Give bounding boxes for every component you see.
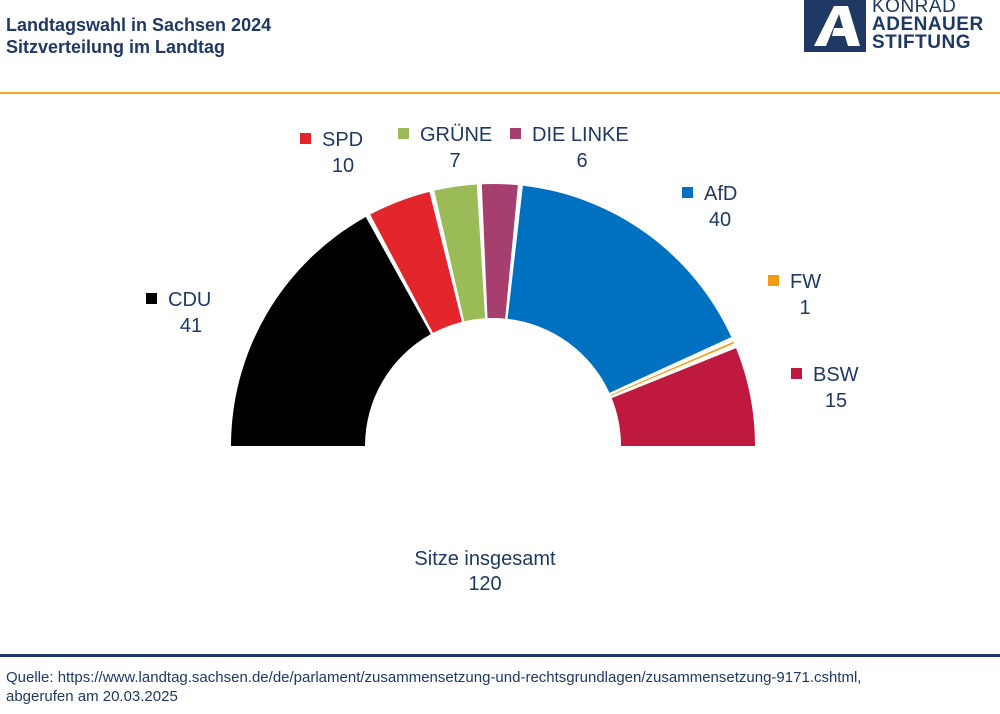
party-label-cdu: CDU <box>168 289 211 311</box>
logo-line-adenauer: ADENAUER <box>872 14 984 35</box>
slice-cdu <box>231 216 431 446</box>
party-label-fw: FW <box>790 271 821 293</box>
total-label: Sitze insgesamt <box>414 548 556 570</box>
chart-subtitle: Sitzverteilung im Landtag <box>6 37 226 57</box>
legend-marker-afd <box>682 187 693 198</box>
legend-marker-bsw <box>791 368 802 379</box>
slice-spd <box>370 191 462 333</box>
party-label-die-linke: DIE LINKE <box>532 124 629 146</box>
header-divider <box>0 92 1000 94</box>
legend-marker-fw <box>768 275 779 286</box>
slice-bsw <box>611 348 755 446</box>
slice-gruene <box>434 184 486 322</box>
source-line-1: Quelle: https://www.landtag.sachsen.de/d… <box>6 669 862 686</box>
total-value: 120 <box>468 573 501 595</box>
seat-count-spd: 10 <box>332 155 354 177</box>
logo-line-stiftung: STIFTUNG <box>872 32 971 53</box>
kas-logo-text: KONRAD ADENAUER STIFTUNG <box>872 0 984 52</box>
source-line-2: abgerufen am 20.03.2025 <box>6 688 178 705</box>
legend-marker-die-linke <box>510 128 521 139</box>
slice-die-linke <box>481 184 518 319</box>
chart-title-block: Landtagswahl in Sachsen 2024 Sitzverteil… <box>6 14 271 58</box>
seat-count-gruene: 7 <box>449 150 460 172</box>
seat-count-fw: 1 <box>799 297 810 319</box>
seat-count-afd: 40 <box>709 209 731 231</box>
seat-count-cdu: 41 <box>180 315 202 337</box>
seat-count-die-linke: 6 <box>576 150 587 172</box>
party-label-afd: AfD <box>704 183 737 205</box>
seat-labels: CDU 41 SPD 10 GRÜNE 7 DIE LINKE 6 AfD 40 FW 1 BSW 15 <box>146 124 859 412</box>
party-label-gruene: GRÜNE <box>420 124 492 146</box>
footer-divider <box>0 654 1000 657</box>
logo-line-konrad: KONRAD <box>872 0 957 17</box>
legend-marker-spd <box>300 133 311 144</box>
slice-afd <box>507 185 732 393</box>
legend-marker-gruene <box>398 128 409 139</box>
legend-marker-cdu <box>146 293 157 304</box>
kas-logo-mark-icon <box>804 0 866 52</box>
party-label-spd: SPD <box>322 129 363 151</box>
slice-fw <box>610 341 735 396</box>
seat-arcs <box>231 184 755 446</box>
chart-title: Landtagswahl in Sachsen 2024 <box>6 15 272 35</box>
seat-count-bsw: 15 <box>825 390 847 412</box>
kas-logo: KONRAD ADENAUER STIFTUNG <box>802 0 996 56</box>
source-note: Quelle: https://www.landtag.sachsen.de/d… <box>6 668 861 706</box>
party-label-bsw: BSW <box>813 364 859 386</box>
